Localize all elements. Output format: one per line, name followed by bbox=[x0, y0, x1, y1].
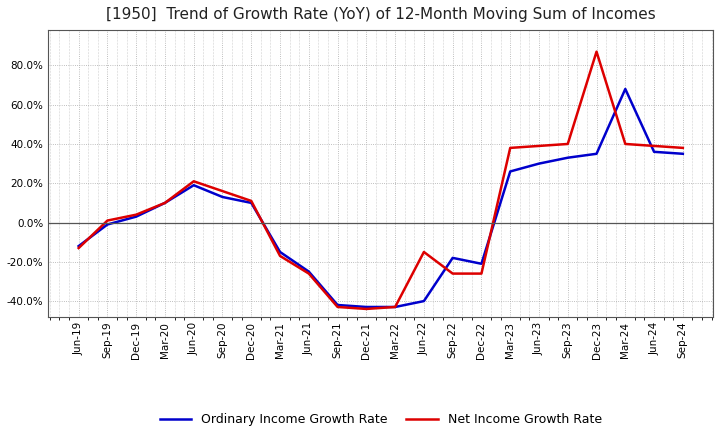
Ordinary Income Growth Rate bbox=[161, 200, 169, 205]
Ordinary Income Growth Rate bbox=[477, 261, 486, 266]
Net Income Growth Rate bbox=[449, 271, 457, 276]
Net Income Growth Rate bbox=[218, 188, 227, 194]
Net Income Growth Rate bbox=[305, 271, 313, 276]
Ordinary Income Growth Rate bbox=[535, 161, 544, 166]
Net Income Growth Rate bbox=[506, 145, 515, 150]
Ordinary Income Growth Rate bbox=[564, 155, 572, 160]
Legend: Ordinary Income Growth Rate, Net Income Growth Rate: Ordinary Income Growth Rate, Net Income … bbox=[155, 408, 607, 431]
Net Income Growth Rate bbox=[678, 145, 687, 150]
Net Income Growth Rate bbox=[247, 198, 256, 204]
Ordinary Income Growth Rate bbox=[305, 269, 313, 274]
Ordinary Income Growth Rate bbox=[276, 249, 284, 255]
Ordinary Income Growth Rate bbox=[678, 151, 687, 157]
Line: Ordinary Income Growth Rate: Ordinary Income Growth Rate bbox=[78, 89, 683, 307]
Ordinary Income Growth Rate bbox=[333, 302, 342, 308]
Net Income Growth Rate bbox=[564, 141, 572, 147]
Ordinary Income Growth Rate bbox=[506, 169, 515, 174]
Net Income Growth Rate bbox=[649, 143, 658, 149]
Title: [1950]  Trend of Growth Rate (YoY) of 12-Month Moving Sum of Incomes: [1950] Trend of Growth Rate (YoY) of 12-… bbox=[106, 7, 656, 22]
Ordinary Income Growth Rate bbox=[103, 222, 112, 227]
Ordinary Income Growth Rate bbox=[74, 243, 83, 249]
Net Income Growth Rate bbox=[161, 200, 169, 205]
Net Income Growth Rate bbox=[132, 212, 140, 217]
Ordinary Income Growth Rate bbox=[420, 298, 428, 304]
Line: Net Income Growth Rate: Net Income Growth Rate bbox=[78, 51, 683, 309]
Ordinary Income Growth Rate bbox=[593, 151, 601, 157]
Net Income Growth Rate bbox=[103, 218, 112, 223]
Net Income Growth Rate bbox=[333, 304, 342, 310]
Net Income Growth Rate bbox=[362, 306, 371, 312]
Net Income Growth Rate bbox=[593, 49, 601, 54]
Net Income Growth Rate bbox=[189, 179, 198, 184]
Ordinary Income Growth Rate bbox=[132, 214, 140, 219]
Ordinary Income Growth Rate bbox=[621, 86, 629, 92]
Ordinary Income Growth Rate bbox=[189, 183, 198, 188]
Net Income Growth Rate bbox=[477, 271, 486, 276]
Ordinary Income Growth Rate bbox=[449, 255, 457, 260]
Net Income Growth Rate bbox=[391, 304, 400, 310]
Ordinary Income Growth Rate bbox=[362, 304, 371, 310]
Net Income Growth Rate bbox=[276, 253, 284, 259]
Ordinary Income Growth Rate bbox=[247, 200, 256, 205]
Ordinary Income Growth Rate bbox=[391, 304, 400, 310]
Ordinary Income Growth Rate bbox=[649, 149, 658, 154]
Net Income Growth Rate bbox=[535, 143, 544, 149]
Ordinary Income Growth Rate bbox=[218, 194, 227, 200]
Net Income Growth Rate bbox=[420, 249, 428, 255]
Net Income Growth Rate bbox=[74, 246, 83, 251]
Net Income Growth Rate bbox=[621, 141, 629, 147]
